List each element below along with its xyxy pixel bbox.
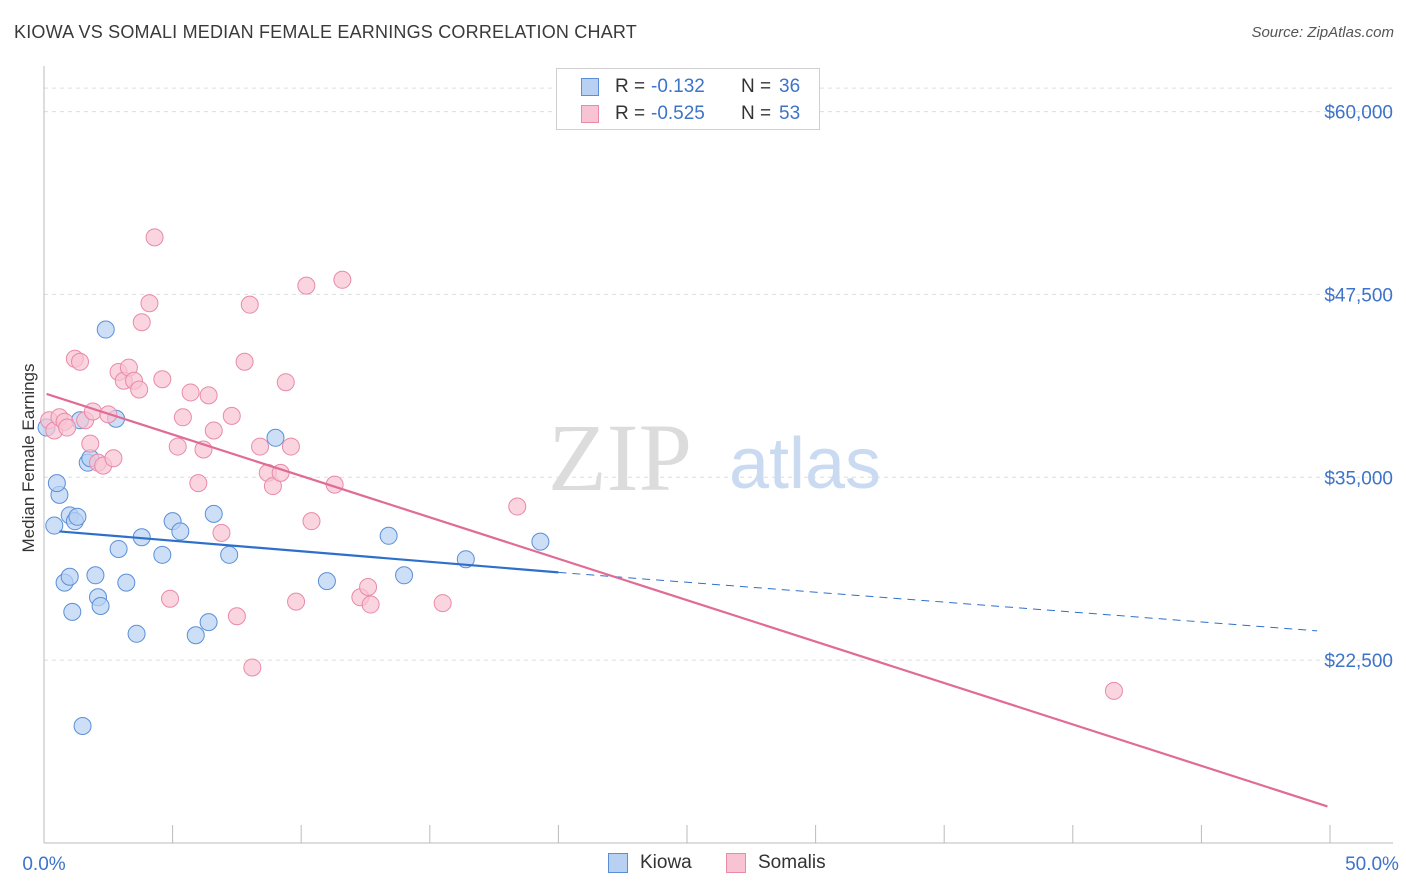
somali-point [212,523,231,542]
legend-n-label: N = [741,76,772,97]
legend-n-value: 53 [779,103,801,124]
kiowa-point [317,572,336,591]
y-axis-label: Median Female Earnings [19,364,38,553]
somali-point [359,578,378,596]
kiowa-point [73,716,92,735]
somali-point [508,497,527,516]
kiowa-point [68,507,87,526]
somali-point [181,383,200,402]
somali-point [227,607,246,626]
grid-lines [44,87,1393,661]
somali-point [243,658,262,677]
somali-point [140,294,159,313]
somali-swatch [581,105,599,123]
somali-point [235,352,254,371]
kiowa-point [266,428,285,447]
somali-trend-line [46,392,1328,808]
legend-r-value: -0.525 [651,103,705,124]
kiowa-point [86,566,105,585]
kiowa-point [117,573,136,592]
kiowa-point [204,504,223,523]
somali-point [173,408,192,427]
x-tick-label-max: 50.0% [1345,854,1399,875]
somali-point [361,595,380,614]
somali-point [145,228,164,247]
kiowa-point [109,539,128,558]
somali-point [287,592,306,611]
y-tick-label: $35,000 [1324,468,1393,489]
kiowa-point [531,532,550,551]
somali-point [189,474,208,493]
kiowa-point [96,320,115,339]
kiowa-legend-swatch [608,853,628,873]
legend-r-value: -0.132 [651,76,705,97]
somali-point [104,449,123,468]
somali-point [168,437,187,456]
kiowa-trend-extension [558,571,1318,632]
correlation-legend: R = -0.132 N = 36 R = -0.525 N = 53 [556,68,820,130]
kiowa-point [379,526,398,545]
somali-point [161,589,180,608]
somali-point [199,386,218,405]
somali-point [204,421,223,440]
legend-r-label: R = [615,103,646,124]
legend-row-kiowa: R = -0.132 N = 36 [581,76,800,98]
somali-point [81,434,100,453]
kiowa-point [91,597,110,616]
legend-n-label: N = [741,103,772,124]
somali-point [58,418,77,437]
legend-row-somalis: R = -0.525 N = 53 [581,103,800,125]
legend-r-label: R = [615,76,646,97]
somali-point [281,437,300,456]
somali-point [333,270,352,289]
source-label: Source: ZipAtlas.com [1251,24,1394,41]
kiowa-point [63,602,82,621]
trend-lines [46,392,1328,808]
kiowa-point [127,624,146,643]
kiowa-point [153,545,172,564]
watermark: ZIP atlas [548,404,881,511]
kiowa-point [47,474,66,493]
somali-point [130,380,149,399]
kiowa-point [199,613,218,632]
series-legend: Kiowa Somalis [0,852,1406,876]
somali-point [251,437,270,456]
legend-item-kiowa[interactable]: Kiowa [608,852,692,874]
watermark-atlas: atlas [729,424,881,504]
somali-legend-label: Somalis [758,852,826,873]
somali-point [132,313,151,332]
x-tick-labels: 0.0% 50.0% [22,854,1399,875]
legend-item-somalis[interactable]: Somalis [726,852,826,874]
kiowa-point [220,545,239,564]
kiowa-legend-label: Kiowa [640,852,692,873]
somali-point [297,276,316,295]
chart-title: KIOWA VS SOMALI MEDIAN FEMALE EARNINGS C… [14,22,637,42]
somali-point [302,512,321,531]
watermark-zip: ZIP [548,404,692,511]
kiowa-point [60,567,79,586]
kiowa-point [45,516,64,535]
legend-n-value: 36 [779,76,801,97]
somali-point [222,406,241,425]
somali-point [71,352,90,371]
somali-point [263,477,282,496]
kiowa-point [186,626,205,645]
somali-legend-swatch [726,853,746,873]
x-tick-label-min: 0.0% [22,854,65,875]
somali-point [1104,681,1123,700]
kiowa-trend-line [59,530,559,574]
kiowa-point [171,522,190,541]
somali-point [433,594,452,613]
y-tick-label: $47,500 [1324,285,1393,306]
somali-point [276,373,295,392]
kiowa-point [395,566,414,585]
somali-point [153,370,172,389]
somali-point [240,295,259,314]
kiowa-swatch [581,78,599,96]
y-tick-labels: $22,500 $35,000 $47,500 $60,000 [1324,103,1393,673]
axes [43,66,1393,844]
y-tick-label: $22,500 [1324,651,1393,672]
y-tick-label: $60,000 [1324,103,1393,124]
